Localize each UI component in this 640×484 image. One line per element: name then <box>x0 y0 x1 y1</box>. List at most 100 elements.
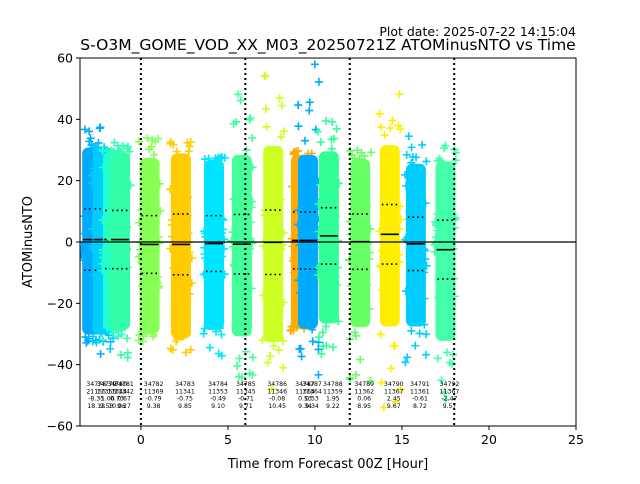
stats-label: 0.73 <box>110 396 124 403</box>
data-point <box>177 332 186 341</box>
data-point <box>260 72 269 81</box>
data-point <box>229 195 238 204</box>
stats-label: 11355 <box>97 388 117 395</box>
data-point <box>401 358 410 367</box>
data-point <box>290 249 299 258</box>
data-point <box>269 341 278 350</box>
data-point <box>401 287 410 296</box>
data-point <box>116 229 125 238</box>
data-point <box>185 280 194 289</box>
data-point <box>166 244 175 253</box>
data-point <box>327 249 336 258</box>
data-point <box>139 331 148 340</box>
data-point <box>88 332 97 341</box>
data-point <box>215 206 224 215</box>
data-point <box>248 353 257 362</box>
data-point <box>217 273 226 282</box>
data-point <box>155 239 164 248</box>
data-point <box>105 273 114 282</box>
data-point <box>442 251 451 260</box>
stats-label: 11364 <box>302 388 322 395</box>
stats-label: 34789 <box>354 381 374 388</box>
data-point <box>318 328 327 337</box>
stats-label: 34778 <box>86 381 106 388</box>
data-point <box>199 329 208 338</box>
x-axis-label: Time from Forecast 00Z [Hour] <box>227 457 429 472</box>
stats-label: 34779 <box>97 381 117 388</box>
data-point <box>148 136 157 145</box>
data-point <box>107 146 116 155</box>
data-point <box>445 358 454 367</box>
stats-label: 34785 <box>236 381 256 388</box>
data-point <box>316 138 325 147</box>
data-point <box>200 243 209 252</box>
data-point <box>211 225 220 234</box>
data-point <box>377 285 386 294</box>
data-group <box>375 90 405 412</box>
data-point <box>123 263 132 272</box>
data-point <box>445 292 454 301</box>
data-point <box>178 223 187 232</box>
data-point <box>269 179 278 188</box>
data-point <box>139 213 148 222</box>
x-tick-label: 10 <box>307 432 323 447</box>
data-point <box>94 279 103 288</box>
data-point <box>412 153 421 162</box>
data-point <box>356 355 365 364</box>
stats-label: 10.06 <box>108 403 126 410</box>
data-point <box>334 179 343 188</box>
data-group <box>430 141 460 404</box>
data-point <box>204 205 213 214</box>
data-point <box>358 243 367 252</box>
data-point <box>178 294 187 303</box>
data-point <box>102 305 111 314</box>
data-point <box>88 179 97 188</box>
data-point <box>290 256 299 265</box>
stats-label: 34784 <box>208 381 228 388</box>
data-point <box>307 198 316 207</box>
data-point <box>327 144 336 153</box>
data-point <box>279 229 288 238</box>
stats-label: 11369 <box>144 388 164 395</box>
stats-label: 34780 <box>107 381 127 388</box>
data-point <box>119 179 128 188</box>
data-point <box>238 272 247 281</box>
data-point <box>437 376 446 385</box>
stats-label: 1.95 <box>326 396 340 403</box>
stats-label: 9.34 <box>298 403 312 410</box>
data-point <box>353 146 362 155</box>
data-point <box>379 403 388 412</box>
data-point <box>433 354 442 363</box>
data-point <box>123 223 132 232</box>
stats-label: 34786 <box>267 381 287 388</box>
data-point <box>353 227 362 236</box>
data-point <box>233 361 242 370</box>
data-point <box>308 325 317 334</box>
data-point <box>386 124 395 133</box>
data-point <box>302 232 311 241</box>
data-point <box>229 119 238 128</box>
data-point <box>412 233 421 242</box>
data-point <box>418 140 427 149</box>
data-point <box>395 250 404 259</box>
stats-label: -8.35 <box>88 396 104 403</box>
data-point <box>98 248 107 257</box>
data-point <box>217 229 226 238</box>
x-tick-label: 15 <box>394 432 410 447</box>
data-point <box>98 259 107 268</box>
data-point <box>375 109 384 118</box>
stats-label: 11367 <box>384 388 404 395</box>
data-point <box>96 349 105 358</box>
data-point <box>411 268 420 277</box>
stats-label: 8.72 <box>413 403 427 410</box>
data-point <box>396 385 405 394</box>
data-point <box>120 270 129 279</box>
data-point <box>421 246 430 255</box>
data-point <box>402 181 411 190</box>
data-point <box>415 329 424 338</box>
stats-label: 21155 <box>86 388 106 395</box>
data-point <box>321 289 330 298</box>
stats-label: 34781 <box>114 381 134 388</box>
